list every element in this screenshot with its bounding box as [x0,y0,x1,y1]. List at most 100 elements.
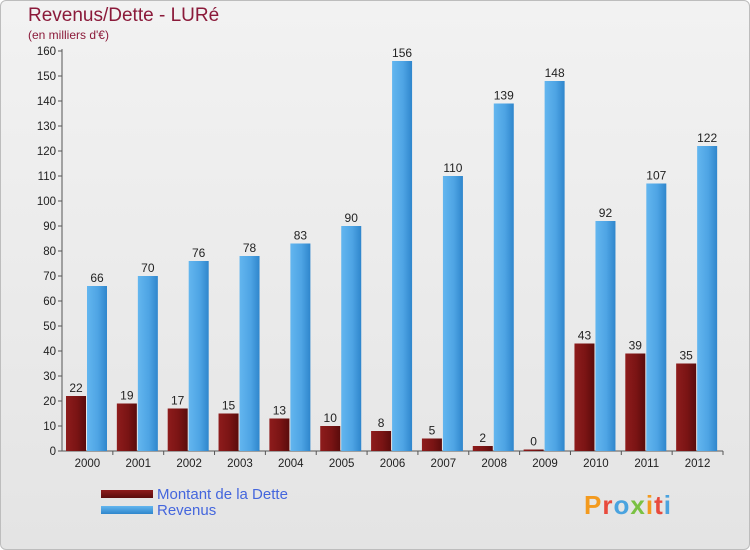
debt-value-label: 5 [429,424,436,438]
x-tick-label: 2006 [380,458,406,470]
chart-subtitle: (en milliers d'€) [28,28,109,42]
x-tick-label: 2003 [227,458,253,470]
debt-bar [625,353,646,451]
x-tick-label: 2011 [634,458,659,470]
debt-bar [218,413,239,451]
debt-value-label: 10 [324,411,338,425]
revenue-bar [493,103,514,451]
logo-letter: x [630,490,646,520]
y-tick-label: 40 [43,346,56,358]
revenue-bar [442,176,463,451]
legend-label-debt: Montant de la Dette [157,486,288,503]
debt-bar [676,363,697,451]
y-tick-label: 130 [37,121,56,133]
revenue-value-label: 156 [392,46,412,60]
debt-bar [320,426,341,451]
revenue-value-label: 76 [192,246,206,260]
revenue-value-label: 83 [294,229,308,243]
x-tick-label: 2008 [481,458,507,470]
logo-letter: i [645,490,655,520]
debt-bar [116,403,137,451]
debt-bar [371,431,392,451]
revenue-bar [697,146,718,451]
logo-letter: t [654,490,664,520]
debt-value-label: 22 [69,381,83,395]
debt-value-label: 2 [479,431,486,445]
revenue-bar [392,61,413,451]
x-tick-label: 2010 [583,458,609,470]
chart-bars [66,61,718,451]
revenue-bar [188,261,209,451]
logo-letter: r [602,490,614,520]
y-tick-label: 110 [38,171,56,183]
y-tick-label: 0 [50,446,56,458]
y-tick-label: 10 [43,421,56,433]
revenue-value-label: 122 [697,131,717,145]
y-tick-label: 100 [37,196,56,208]
revenue-bar [290,243,311,451]
revenue-value-label: 66 [90,271,104,285]
logo-letter: i [663,490,672,520]
revenue-value-label: 110 [443,161,462,175]
y-tick-label: 120 [37,146,56,158]
revenue-bar [87,286,107,451]
y-tick-label: 150 [37,71,56,83]
debt-value-label: 13 [273,404,287,418]
legend-label-revenue: Revenus [157,502,217,519]
y-tick-label: 70 [43,271,56,283]
x-tick-label: 2001 [125,458,151,470]
x-tick-label: 2000 [75,458,101,470]
debt-value-label: 17 [171,394,185,408]
y-tick-label: 30 [43,371,56,383]
revenue-value-label: 92 [599,206,613,220]
revenue-bar [544,81,565,451]
chart-title: Revenus/Dette - LURé [28,5,220,26]
debt-bar [66,396,86,451]
revenue-value-label: 90 [345,211,359,225]
y-tick-label: 140 [37,96,56,108]
debt-value-label: 35 [679,349,693,363]
debt-bar [269,418,290,451]
y-tick-label: 90 [43,221,56,233]
x-tick-label: 2004 [278,458,304,470]
bar-chart: 0102030405060708090100110120130140150160… [37,46,724,470]
debt-value-label: 0 [530,435,537,449]
chart-labels: 22 66 19 70 17 76 15 78 13 83 10 90 8 156 5 110 2 139 0 148… [69,46,717,449]
y-tick-label: 50 [43,321,56,333]
proxiti-logo: Proxiti [584,490,672,521]
x-tick-label: 2012 [685,458,711,470]
x-tick-label: 2002 [176,458,202,470]
legend-swatch-debt [101,490,153,498]
debt-value-label: 19 [120,389,134,403]
revenue-bar [341,226,362,451]
revenue-bar [239,256,260,451]
x-tick-label: 2009 [532,458,558,470]
logo-letter: P [584,490,603,520]
revenue-value-label: 78 [243,241,257,255]
x-tick-label: 2005 [329,458,355,470]
y-tick-label: 80 [43,246,56,258]
revenue-bar [595,221,616,451]
debt-bar [472,446,493,451]
revenue-value-label: 139 [494,89,514,103]
debt-bar [523,449,544,451]
debt-bar [574,343,595,451]
revenue-value-label: 148 [545,66,565,80]
debt-bar [167,408,188,451]
debt-bar [421,438,442,451]
y-tick-label: 20 [43,396,56,408]
debt-value-label: 8 [378,416,385,430]
y-tick-label: 160 [37,46,56,58]
revenue-bar [137,276,158,451]
debt-value-label: 43 [578,329,592,343]
revenue-value-label: 107 [646,169,666,183]
y-tick-label: 60 [43,296,56,308]
legend-swatch-revenue [101,506,153,514]
debt-value-label: 39 [629,339,643,353]
debt-value-label: 15 [222,399,236,413]
x-tick-label: 2007 [431,458,457,470]
revenue-value-label: 70 [141,261,155,275]
logo-letter: o [613,490,631,520]
revenue-bar [646,183,667,451]
